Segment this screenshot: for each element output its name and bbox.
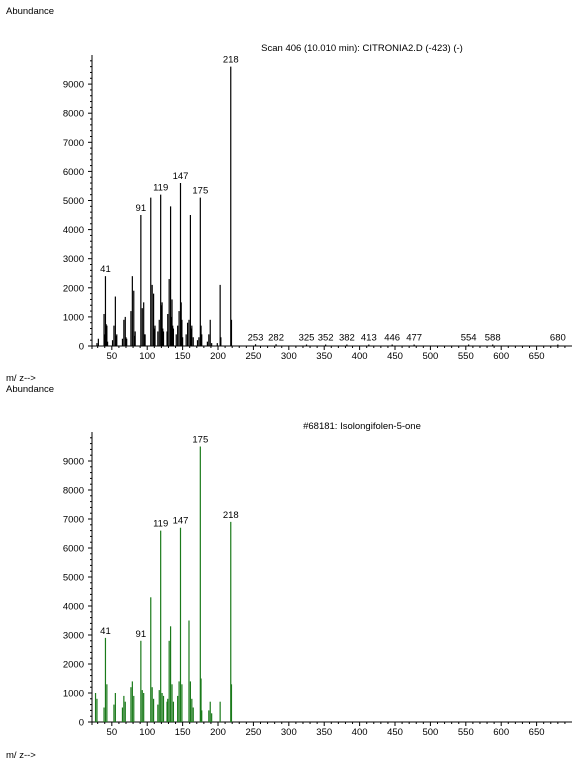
chart-2-y-tick-label: 4000 <box>63 602 84 613</box>
chart-2-y-tick-label: 1000 <box>63 689 84 700</box>
chart-2-x-tick-label: 300 <box>281 727 297 738</box>
chart-1-y-tick-label: 4000 <box>63 225 84 236</box>
chart-1-x-tick-label: 400 <box>352 351 368 362</box>
chart-1-y-tick-label: 2000 <box>63 283 84 294</box>
chart-1-x-tick-label: 650 <box>529 351 545 362</box>
chart-1-peak-label: 446 <box>384 333 400 344</box>
chart-2-x-tick-label: 250 <box>245 727 261 738</box>
chart-1-x-tick-label: 500 <box>422 351 438 362</box>
chart-2: Abundance m/ z--> #68181: Isolongifolen-5-… <box>6 384 572 761</box>
chart-1-y-tick-label: 8000 <box>63 109 84 120</box>
chart-1-x-tick-label: 300 <box>281 351 297 362</box>
chart-1-peak-label: 119 <box>153 183 168 194</box>
chart-2-title: #68181: Isolongifolen-5-one <box>303 421 421 432</box>
chart-1-ylabel: Abundance <box>6 6 54 17</box>
chart-1-peak-label: 147 <box>173 171 189 182</box>
chart-1-peak-label: 175 <box>192 186 208 197</box>
chart-2-y-tick-label: 8000 <box>63 486 84 497</box>
chart-2-x-tick-label: 500 <box>422 727 438 738</box>
chart-2-x-tick-label: 350 <box>316 727 332 738</box>
chart-1-x-tick-label: 150 <box>175 351 191 362</box>
chart-2-y-tick-label: 0 <box>79 718 84 729</box>
chart-2-y-tick-label: 5000 <box>63 573 84 584</box>
chart-1-x-tick-label: 450 <box>387 351 403 362</box>
chart-1-y-tick-label: 3000 <box>63 254 84 265</box>
chart-2-x-tick-label: 400 <box>352 727 368 738</box>
chart-1-peak-label: 41 <box>100 264 111 275</box>
chart-1-peak-label: 680 <box>550 333 566 344</box>
chart-1: Abundance m/ z--> Scan 406 (10.010 min): C… <box>6 6 572 384</box>
chart-1-peak-label: 413 <box>361 333 377 344</box>
chart-1-peak-label: 253 <box>248 332 264 343</box>
chart-2-x-tick-label: 200 <box>210 727 226 738</box>
chart-2-peak-label: 147 <box>173 516 189 527</box>
chart-1-peak-label: 325 <box>299 333 315 344</box>
chart-2-x-tick-label: 650 <box>529 727 545 738</box>
chart-1-title: Scan 406 (10.010 min): CITRONIA2.D (-423… <box>261 43 463 54</box>
chart-2-peak-label: 91 <box>136 629 147 640</box>
chart-1-xlabel: m/ z--> <box>6 373 36 384</box>
chart-1-x-tick-label: 200 <box>210 351 226 362</box>
chart-1-y-tick-label: 5000 <box>63 196 84 207</box>
chart-1-y-tick-label: 9000 <box>63 80 84 91</box>
chart-1-y-tick-label: 1000 <box>63 312 84 323</box>
chart-1-peak-label: 91 <box>136 203 147 214</box>
chart-2-y-tick-label: 9000 <box>63 457 84 468</box>
chart-2-y-tick-label: 2000 <box>63 660 84 671</box>
chart-2-x-tick-label: 550 <box>458 727 474 738</box>
chart-1-peak-label: 282 <box>268 332 284 343</box>
chart-2-x-tick-label: 100 <box>139 727 155 738</box>
chart-2-y-tick-label: 7000 <box>63 515 84 526</box>
chart-1-peak-label: 218 <box>223 55 239 66</box>
chart-1-x-tick-label: 600 <box>493 351 509 362</box>
chart-2-peak-label: 119 <box>153 519 168 530</box>
chart-1-y-tick-label: 0 <box>79 342 84 353</box>
chart-2-x-tick-label: 50 <box>107 727 118 738</box>
chart-2-x-tick-label: 150 <box>175 727 191 738</box>
chart-2-ylabel: Abundance <box>6 384 54 395</box>
chart-2-peak-label: 218 <box>223 510 239 521</box>
chart-2-x-tick-label: 600 <box>493 727 509 738</box>
chart-1-y-tick-label: 6000 <box>63 167 84 178</box>
chart-1-x-tick-label: 350 <box>316 351 332 362</box>
chart-1-y-tick-label: 7000 <box>63 138 84 149</box>
chart-1-peak-label: 352 <box>318 333 334 344</box>
chart-1-peak-label: 382 <box>339 333 355 344</box>
chart-2-y-tick-label: 6000 <box>63 544 84 555</box>
chart-1-peak-label: 554 <box>461 333 477 344</box>
chart-2-peak-label: 175 <box>192 435 208 446</box>
chart-1-x-tick-label: 250 <box>245 351 261 362</box>
chart-1-x-tick-label: 100 <box>139 351 155 362</box>
chart-1-x-tick-label: 50 <box>107 351 118 362</box>
chart-2-xlabel: m/ z--> <box>6 750 36 761</box>
chart-2-y-tick-label: 3000 <box>63 631 84 642</box>
chart-1-x-tick-label: 550 <box>458 351 474 362</box>
chart-1-peak-label: 588 <box>485 333 501 344</box>
chart-2-x-tick-label: 450 <box>387 727 403 738</box>
chart-1-peak-label: 477 <box>406 333 422 344</box>
chart-2-peak-label: 41 <box>100 626 111 637</box>
